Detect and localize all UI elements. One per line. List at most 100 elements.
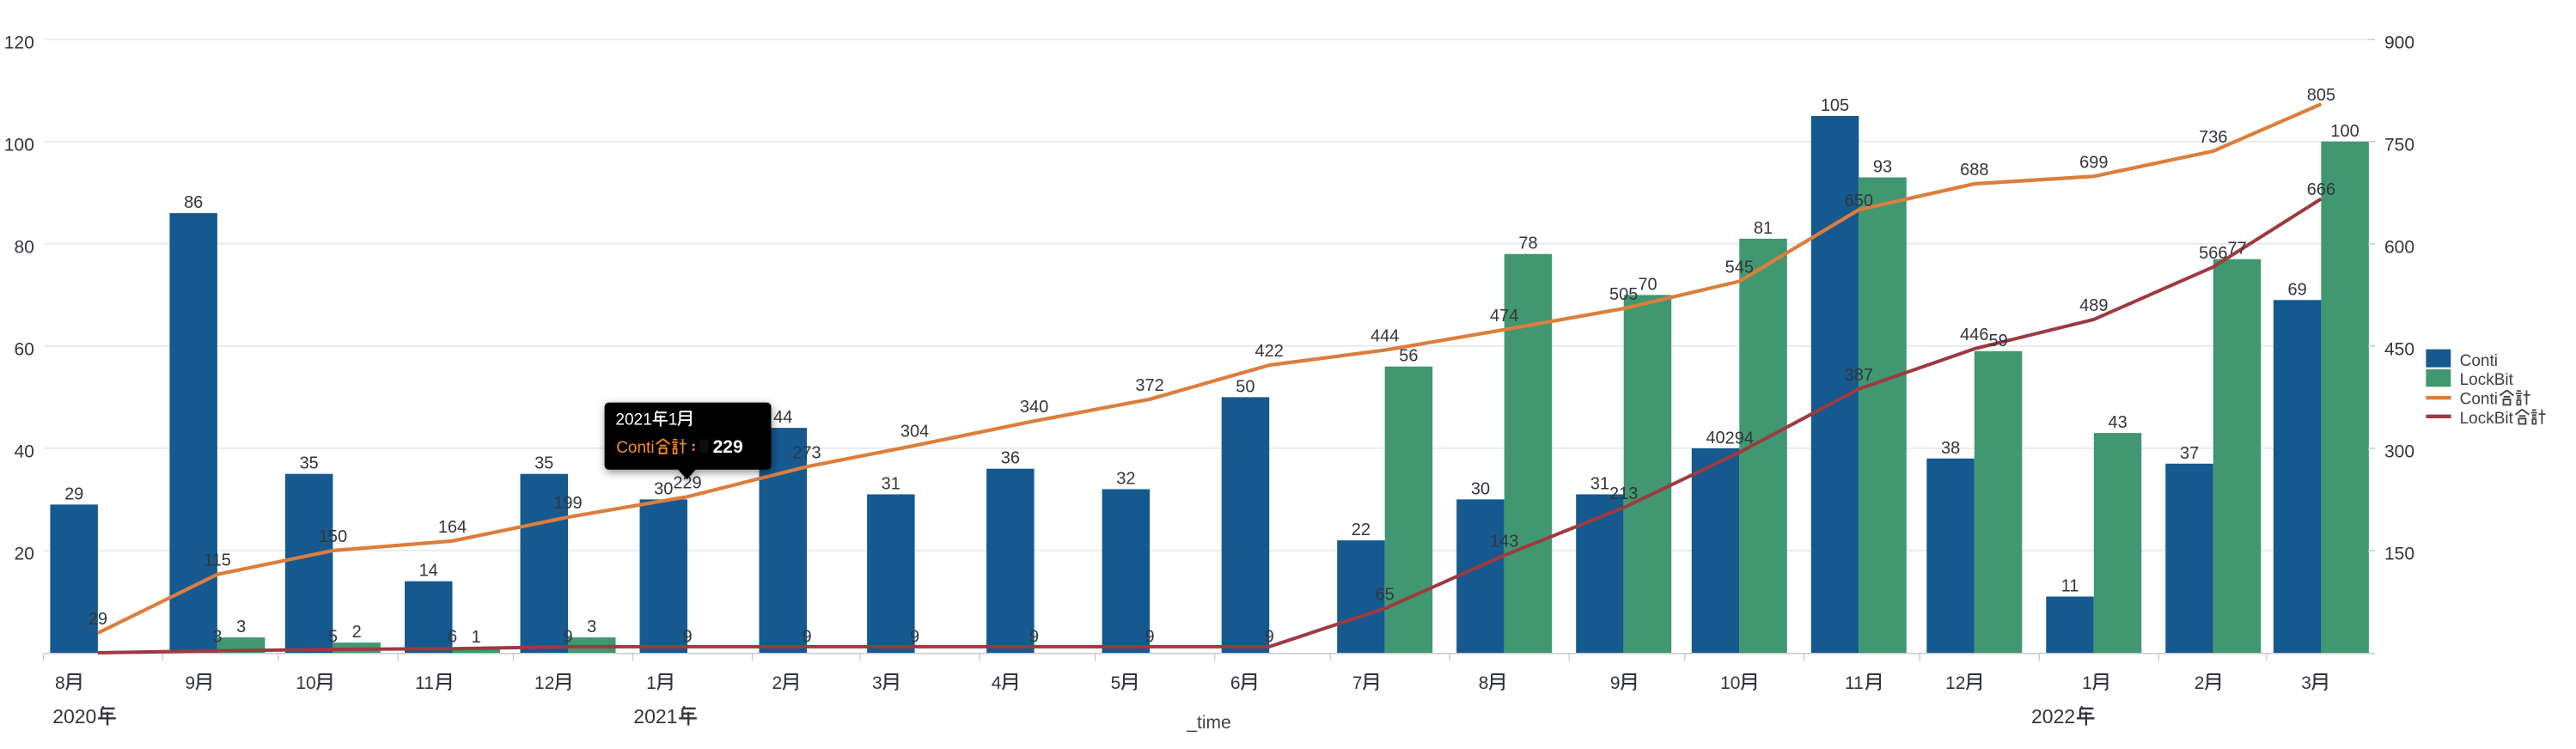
svg-text:444: 444: [1370, 327, 1399, 346]
svg-text:_time: _time: [1186, 713, 1230, 733]
svg-text:31: 31: [882, 475, 900, 494]
svg-text:450: 450: [2384, 339, 2414, 359]
svg-text:9: 9: [802, 627, 811, 646]
svg-text:566: 566: [2199, 244, 2227, 263]
svg-text:545: 545: [1725, 259, 1754, 277]
svg-text:9: 9: [910, 627, 919, 646]
svg-text:300: 300: [2384, 441, 2414, 461]
svg-text:12: 12: [1945, 673, 1965, 693]
svg-text:1: 1: [472, 628, 481, 647]
svg-text:100: 100: [2330, 122, 2359, 141]
svg-text:6: 6: [1230, 673, 1241, 693]
svg-text:5: 5: [1111, 673, 1121, 693]
svg-text:304: 304: [900, 423, 929, 441]
svg-text:Conti: Conti: [616, 439, 654, 457]
svg-text:3: 3: [212, 627, 222, 646]
svg-text:32: 32: [1116, 470, 1135, 489]
svg-text:22: 22: [1352, 521, 1370, 539]
svg-text:1: 1: [2082, 673, 2092, 693]
svg-text:80: 80: [14, 237, 34, 257]
svg-text:43: 43: [2108, 413, 2127, 432]
svg-text:10: 10: [1720, 673, 1740, 693]
svg-text:688: 688: [1960, 161, 1988, 180]
svg-text:LockBit: LockBit: [2460, 371, 2514, 389]
svg-text:2022: 2022: [2031, 705, 2075, 728]
svg-text:105: 105: [1821, 96, 1849, 115]
svg-text:Conti: Conti: [2460, 391, 2498, 409]
svg-text:65: 65: [1376, 585, 1395, 604]
svg-text:93: 93: [1873, 158, 1892, 177]
svg-text:9: 9: [1145, 627, 1155, 646]
svg-text:9: 9: [1610, 673, 1621, 693]
svg-text:736: 736: [2199, 128, 2227, 147]
svg-text:81: 81: [1754, 219, 1773, 238]
svg-text:70: 70: [1638, 275, 1657, 294]
svg-text:9: 9: [185, 673, 195, 693]
svg-text:229: 229: [713, 437, 743, 457]
svg-text:505: 505: [1609, 285, 1638, 304]
svg-text:100: 100: [4, 135, 34, 155]
svg-text:372: 372: [1135, 376, 1163, 395]
svg-text:69: 69: [2287, 280, 2306, 299]
svg-text:56: 56: [1399, 347, 1418, 366]
svg-text:9: 9: [682, 627, 692, 646]
svg-text:50: 50: [1236, 377, 1254, 396]
svg-text:36: 36: [1001, 449, 1020, 468]
svg-text:60: 60: [14, 339, 34, 359]
svg-text:120: 120: [4, 33, 34, 52]
svg-text:150: 150: [2384, 545, 2414, 564]
svg-text:78: 78: [1518, 234, 1537, 253]
svg-text:199: 199: [553, 494, 582, 513]
svg-text:2: 2: [772, 673, 783, 693]
svg-text:10: 10: [296, 673, 315, 693]
svg-text:422: 422: [1255, 342, 1284, 361]
svg-text:805: 805: [2307, 86, 2335, 105]
svg-text:11: 11: [2061, 577, 2079, 596]
svg-text:3: 3: [236, 618, 246, 636]
svg-text:115: 115: [204, 551, 231, 570]
svg-text:294: 294: [1725, 429, 1754, 448]
svg-text:30: 30: [654, 479, 673, 498]
svg-text:40: 40: [1706, 429, 1724, 448]
svg-text:9: 9: [1265, 627, 1274, 646]
svg-text:5: 5: [328, 627, 338, 646]
svg-text:164: 164: [438, 518, 467, 537]
svg-text:40: 40: [14, 441, 34, 461]
svg-text:37: 37: [2180, 444, 2199, 463]
svg-text:20: 20: [14, 545, 34, 564]
svg-text:12: 12: [534, 673, 554, 693]
svg-text:1: 1: [668, 411, 678, 429]
svg-text:86: 86: [184, 193, 203, 212]
svg-text:387: 387: [1845, 366, 1873, 385]
svg-text:2: 2: [2194, 673, 2205, 693]
svg-text:4: 4: [992, 673, 1002, 693]
svg-text:273: 273: [792, 443, 821, 462]
svg-text:38: 38: [1941, 439, 1960, 458]
svg-text:2021: 2021: [615, 411, 651, 429]
svg-text:750: 750: [2384, 135, 2414, 155]
svg-text:11: 11: [415, 673, 434, 693]
svg-text:2021: 2021: [633, 705, 677, 728]
svg-text:1: 1: [646, 673, 656, 693]
svg-text:3: 3: [872, 673, 882, 693]
svg-text:213: 213: [1609, 484, 1638, 503]
svg-text:340: 340: [1020, 398, 1048, 417]
svg-text:6: 6: [448, 627, 457, 646]
svg-text:2020: 2020: [52, 705, 96, 728]
svg-text:150: 150: [319, 527, 347, 546]
svg-text:9: 9: [563, 627, 572, 646]
svg-text:3: 3: [2301, 673, 2311, 693]
svg-text:446: 446: [1960, 326, 1988, 344]
svg-text:900: 900: [2384, 33, 2414, 52]
svg-text:229: 229: [673, 473, 701, 492]
svg-text:666: 666: [2307, 180, 2335, 199]
svg-text:LockBit: LockBit: [2460, 410, 2514, 428]
svg-text:29: 29: [89, 610, 107, 629]
svg-text:8: 8: [1479, 673, 1489, 693]
svg-text:29: 29: [64, 484, 83, 503]
svg-text:Conti: Conti: [2460, 352, 2498, 370]
svg-text:11: 11: [1845, 673, 1864, 693]
svg-text:44: 44: [773, 408, 792, 427]
svg-text:35: 35: [300, 454, 319, 473]
svg-text:3: 3: [587, 618, 596, 636]
